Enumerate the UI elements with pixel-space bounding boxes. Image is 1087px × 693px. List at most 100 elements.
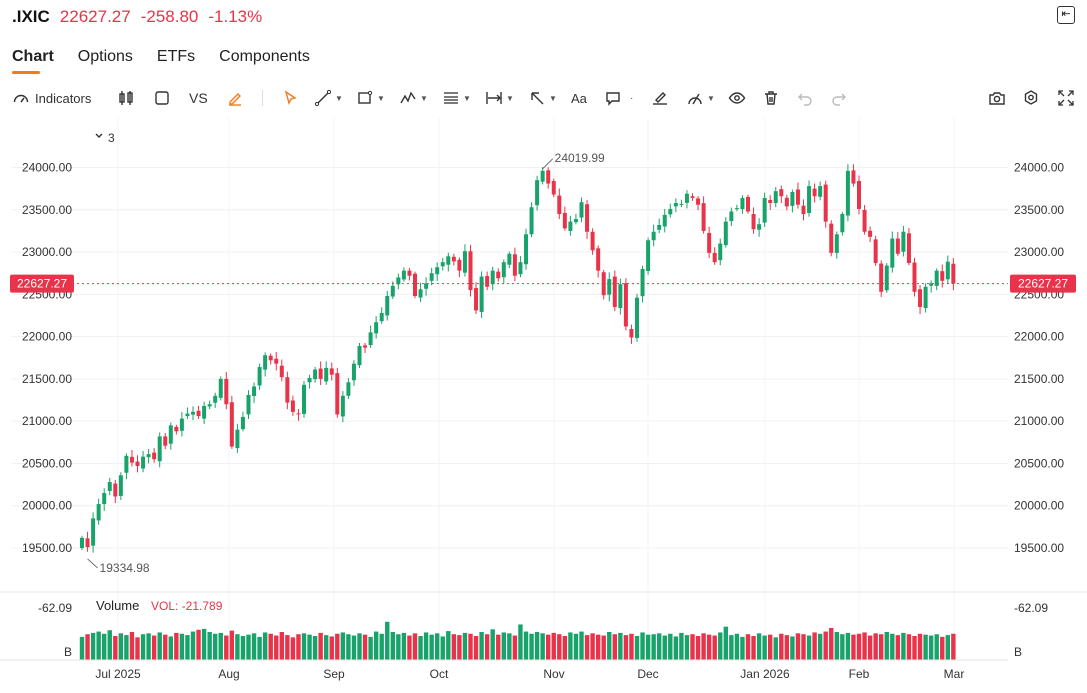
candle-body xyxy=(257,367,262,386)
magnet-tool-button[interactable]: ▼ xyxy=(686,86,715,110)
fullscreen-button[interactable] xyxy=(1057,86,1075,110)
candle-body xyxy=(629,329,634,338)
candle-type-button[interactable] xyxy=(117,86,135,110)
candle-body xyxy=(346,382,351,396)
volume-bar xyxy=(895,635,901,660)
candle-body xyxy=(368,332,373,346)
visibility-button[interactable] xyxy=(728,86,746,110)
undo-button[interactable] xyxy=(796,86,814,110)
volume-bar xyxy=(401,632,407,660)
x-tick-label: Feb xyxy=(849,667,870,681)
volume-bar xyxy=(240,636,246,660)
brush-icon xyxy=(653,92,667,105)
fibonacci-tool-button[interactable]: ▼ xyxy=(442,86,471,110)
candle-body xyxy=(590,231,595,251)
shape-tool-button[interactable]: ▼ xyxy=(356,86,385,110)
candle-body xyxy=(396,277,401,285)
candle-body xyxy=(524,234,528,265)
volume-bar xyxy=(285,635,290,660)
text-tool-button[interactable]: Aa xyxy=(571,90,587,106)
fibonacci-icon xyxy=(444,92,458,104)
tab-etfs[interactable]: ETFs xyxy=(156,48,196,65)
candle-body xyxy=(102,493,107,505)
volume-value: VOL: -21.789 xyxy=(151,599,223,613)
x-tick-label: Jan 2026 xyxy=(740,667,790,681)
pattern-tool-button[interactable]: ▼ xyxy=(399,86,428,110)
volume-bar xyxy=(290,637,296,660)
arrow-tool-button[interactable]: ▼ xyxy=(528,86,557,110)
volume-bar xyxy=(784,635,790,660)
layout-button[interactable] xyxy=(153,86,171,110)
volume-bar xyxy=(679,632,684,660)
tab-options[interactable]: Options xyxy=(77,48,133,65)
candle-body xyxy=(573,219,578,223)
candle-body xyxy=(124,455,129,473)
candle-body xyxy=(179,418,184,431)
measure-tool-button[interactable]: ▼ xyxy=(485,86,514,110)
candle-body xyxy=(340,395,345,417)
svg-text:24019.99: 24019.99 xyxy=(555,151,605,165)
candle-body xyxy=(191,411,195,415)
panel-toggle[interactable]: 3 xyxy=(95,131,115,145)
volume-bar xyxy=(518,624,523,660)
tab-chart[interactable]: Chart xyxy=(12,48,54,74)
candle-body xyxy=(635,297,639,338)
candle-body xyxy=(579,202,584,218)
candle-body xyxy=(951,263,956,284)
volume-bar xyxy=(129,632,135,660)
indicators-button[interactable]: Indicators xyxy=(12,86,91,110)
candle-body xyxy=(707,232,712,253)
tab-components[interactable]: Components xyxy=(219,48,310,65)
candle-body xyxy=(385,296,390,316)
delete-drawings-button[interactable] xyxy=(762,86,780,110)
candle-body xyxy=(679,203,684,205)
candle-body xyxy=(252,386,257,396)
collapse-panel-icon[interactable]: ⇤ xyxy=(1057,6,1075,24)
volume-bar xyxy=(723,626,728,660)
volume-bar xyxy=(451,634,457,660)
candle-body xyxy=(229,402,234,447)
svg-text:19334.98: 19334.98 xyxy=(100,561,150,575)
redo-button[interactable] xyxy=(830,86,848,110)
y-tick-label: 23500.00 xyxy=(22,203,72,217)
y-tick-label: 20500.00 xyxy=(22,456,72,470)
settings-button[interactable] xyxy=(1022,86,1040,110)
draw-toggle-button[interactable] xyxy=(226,86,244,110)
volume-bar xyxy=(879,634,884,660)
candle-body xyxy=(723,221,728,246)
cursor-tool-button[interactable] xyxy=(281,86,299,110)
volume-bar xyxy=(346,634,351,660)
candle-body xyxy=(157,436,162,462)
candle-body xyxy=(379,312,384,322)
price-chart[interactable]: 24000.0023500.0023000.0022500.0022000.00… xyxy=(0,118,1087,693)
candle-body xyxy=(529,207,534,235)
brush-tool-button[interactable] xyxy=(651,86,669,110)
volume-bar xyxy=(673,636,679,660)
candle-body xyxy=(335,373,340,415)
volume-bar xyxy=(185,635,190,660)
y-tick-label: 24000.00 xyxy=(22,161,72,175)
candle-body xyxy=(729,211,734,222)
candle-body xyxy=(757,224,762,230)
screenshot-button[interactable] xyxy=(988,86,1006,110)
volume-bar xyxy=(601,635,606,660)
volume-bar xyxy=(845,632,851,660)
volume-bar xyxy=(213,633,218,660)
volume-bar xyxy=(229,630,235,660)
volume-bar xyxy=(423,632,429,660)
volume-bar xyxy=(157,632,162,660)
y-tick-label: 21500.00 xyxy=(22,372,72,386)
volume-bar xyxy=(296,634,301,660)
comment-icon xyxy=(606,92,620,106)
candle-body xyxy=(868,230,873,237)
compare-button[interactable]: VS xyxy=(189,90,208,106)
volume-bar xyxy=(934,634,939,660)
candle-body xyxy=(795,189,800,205)
candle-body xyxy=(246,394,251,415)
candle-body xyxy=(329,368,334,375)
y-tick-label: 23000.00 xyxy=(1014,245,1064,259)
candle-body xyxy=(285,377,290,403)
volume-bar xyxy=(207,632,212,660)
note-tool-button[interactable]: · xyxy=(604,86,633,110)
line-tool-button[interactable]: ▼ xyxy=(314,86,343,110)
